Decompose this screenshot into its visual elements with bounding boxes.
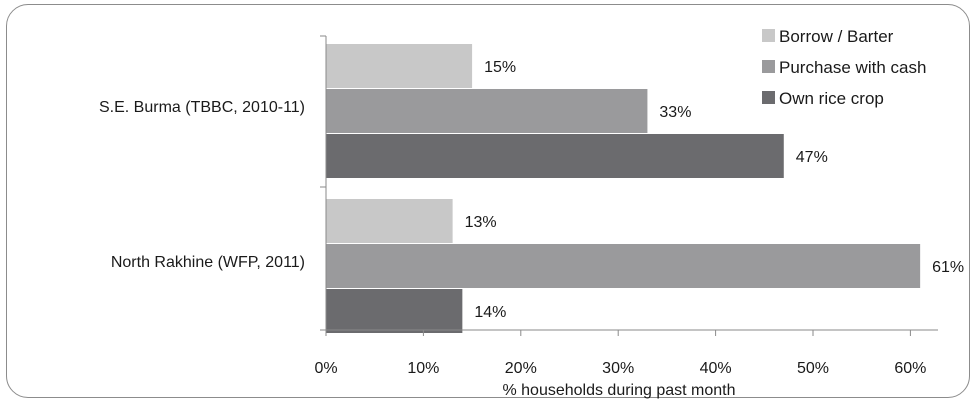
legend-label-0: Borrow / Barter bbox=[779, 27, 894, 46]
bar-1-0 bbox=[326, 89, 648, 133]
x-tick-label-2: 20% bbox=[505, 360, 537, 377]
bar-0-0 bbox=[326, 44, 473, 88]
bar-2-1 bbox=[326, 289, 463, 333]
legend-label-1: Purchase with cash bbox=[779, 58, 926, 77]
x-tick-label-1: 10% bbox=[407, 360, 439, 377]
category-label-0: S.E. Burma (TBBC, 2010-11) bbox=[99, 99, 305, 116]
data-label-2-1: 14% bbox=[474, 304, 506, 321]
x-tick-label-3: 30% bbox=[602, 360, 634, 377]
bars-layer bbox=[326, 44, 921, 333]
data-label-0-0: 15% bbox=[484, 59, 516, 76]
x-axis-title: % households during past month bbox=[502, 382, 735, 399]
data-label-0-1: 13% bbox=[465, 214, 497, 231]
bar-0-1 bbox=[326, 199, 453, 243]
x-tick-label-5: 50% bbox=[797, 360, 829, 377]
data-label-1-1: 61% bbox=[932, 259, 964, 276]
chart-frame bbox=[6, 4, 970, 398]
x-tick-label-4: 40% bbox=[700, 360, 732, 377]
legend-swatch-1 bbox=[762, 60, 775, 73]
legend-label-2: Own rice crop bbox=[779, 89, 884, 108]
labels-layer: 15% 13% 33% 61% 47% 14% S.E. Burma (TBBC, 2010… bbox=[99, 59, 964, 377]
legend: Borrow / Barter Purchase with cash Own ric… bbox=[762, 27, 926, 108]
axis-layer bbox=[320, 35, 938, 336]
legend-swatch-2 bbox=[762, 91, 775, 104]
legend-swatch-0 bbox=[762, 29, 775, 42]
x-tick-label-0: 0% bbox=[314, 360, 337, 377]
data-label-2-0: 47% bbox=[796, 149, 828, 166]
data-label-1-0: 33% bbox=[659, 104, 691, 121]
bar-1-1 bbox=[326, 244, 921, 288]
bar-2-0 bbox=[326, 134, 784, 178]
x-tick-label-6: 60% bbox=[894, 360, 926, 377]
category-label-1: North Rakhine (WFP, 2011) bbox=[111, 254, 305, 271]
